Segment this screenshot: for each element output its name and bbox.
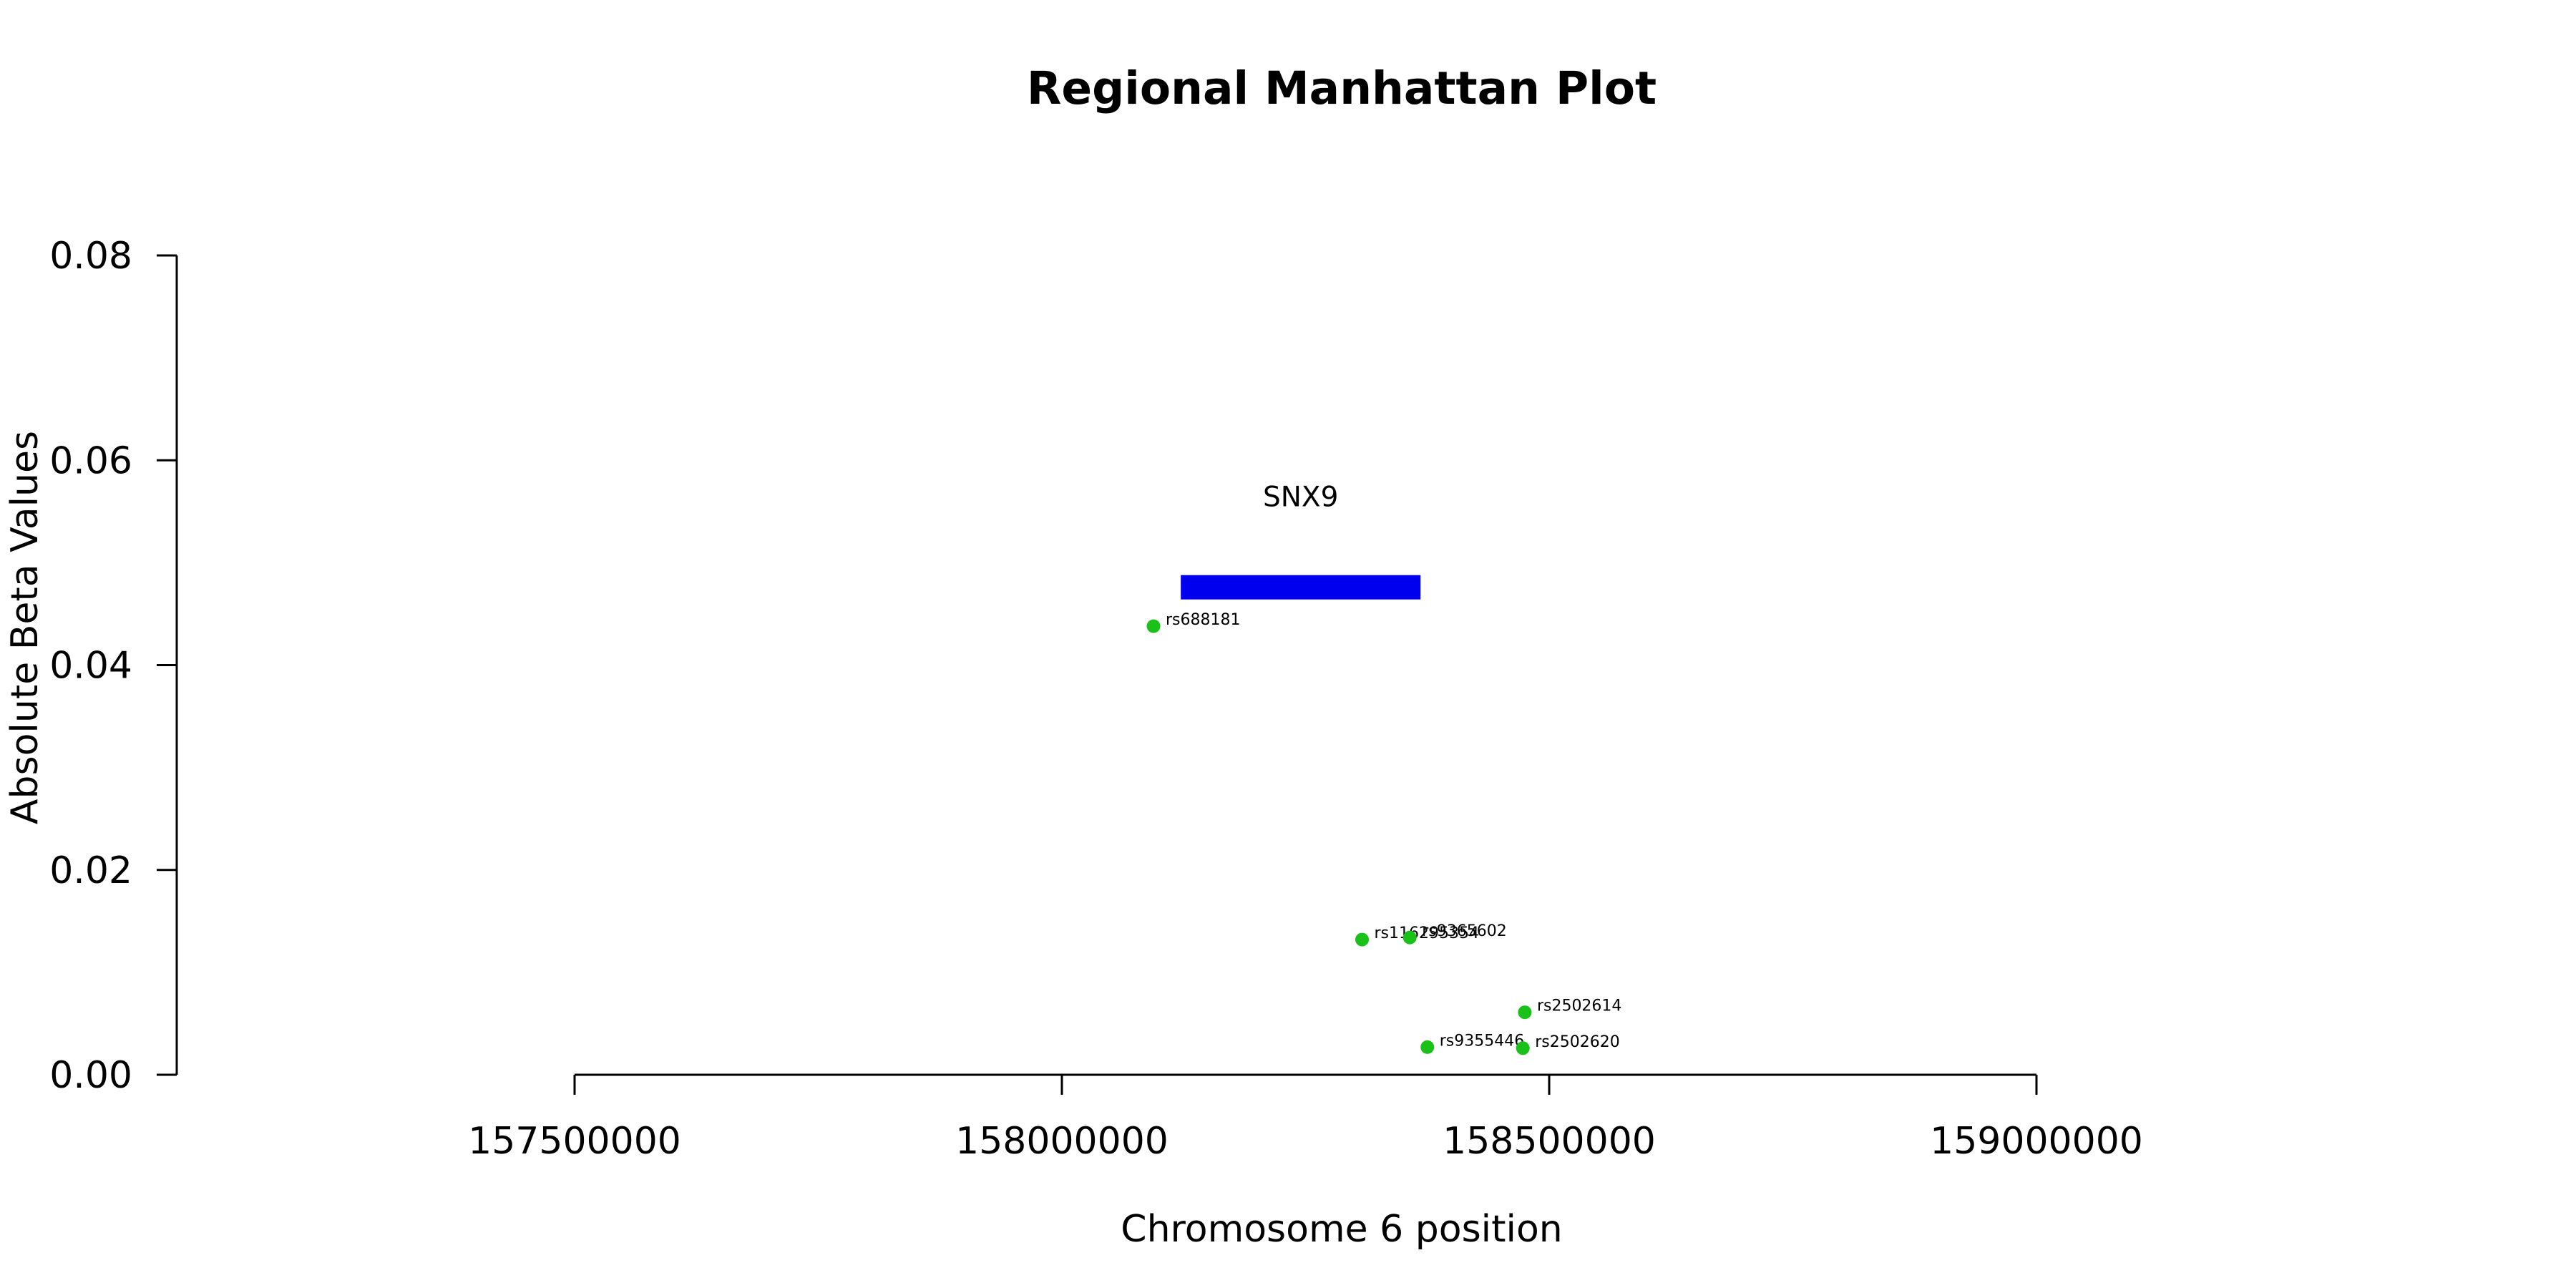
gene-track: SNX9 <box>1181 481 1421 600</box>
y-axis-label: Absolute Beta Values <box>4 431 47 824</box>
y-tick-label: 0.08 <box>49 235 132 278</box>
x-axis: 157500000 158000000 158500000 159000000 <box>468 1073 2143 1163</box>
snp-label: rs2502620 <box>1535 1033 1620 1051</box>
y-tick-label: 0.00 <box>49 1054 132 1097</box>
gene-bar <box>1181 575 1421 600</box>
snp-label: rs2502614 <box>1537 997 1622 1015</box>
y-axis: 0.00 0.02 0.04 0.06 0.08 <box>49 235 178 1097</box>
chart-title: Regional Manhattan Plot <box>1027 62 1657 114</box>
snp-label: rs9355446 <box>1440 1032 1525 1050</box>
x-tick-label: 158500000 <box>1443 1120 1656 1163</box>
x-tick-label: 159000000 <box>1930 1120 2143 1163</box>
gene-label: SNX9 <box>1263 481 1338 513</box>
snp-point <box>1402 930 1417 945</box>
x-axis-label: Chromosome 6 position <box>1121 1208 1562 1251</box>
snp-point <box>1516 1041 1530 1055</box>
snp-point <box>1355 932 1369 947</box>
snp-point <box>1518 1005 1532 1020</box>
y-tick-label: 0.02 <box>49 849 132 892</box>
x-tick-label: 157500000 <box>468 1120 681 1163</box>
y-tick-label: 0.04 <box>49 645 132 688</box>
y-tick-label: 0.06 <box>49 439 132 482</box>
snp-point <box>1146 619 1161 633</box>
snp-label: rs116295354 <box>1374 924 1478 942</box>
snp-point <box>1420 1040 1435 1054</box>
snp-label: rs688181 <box>1166 611 1241 629</box>
x-tick-label: 158000000 <box>955 1120 1169 1163</box>
snp-label: rs9365602 <box>1422 922 1506 940</box>
